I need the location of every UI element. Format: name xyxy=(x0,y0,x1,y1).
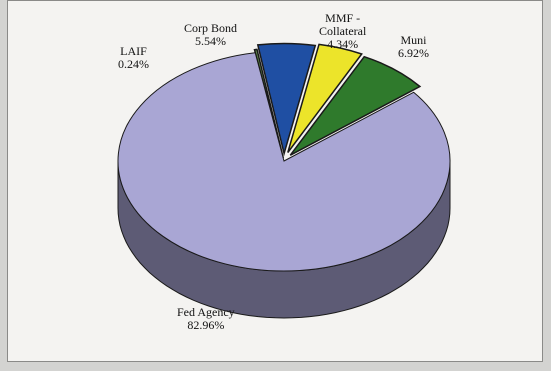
label-fed-agency-value: 82.96% xyxy=(187,318,225,332)
label-fed-agency: Fed Agency 82.96% xyxy=(177,306,235,332)
label-mmf-name-line1: MMF - xyxy=(325,11,361,25)
label-laif: LAIF 0.24% xyxy=(118,45,149,71)
label-corp-bond: Corp Bond 5.54% xyxy=(184,22,237,48)
label-muni-value: 6.92% xyxy=(398,46,429,60)
label-laif-name: LAIF xyxy=(120,44,147,58)
label-fed-agency-name: Fed Agency xyxy=(177,305,235,319)
label-muni: Muni 6.92% xyxy=(398,34,429,60)
slice-mmf-collateral xyxy=(287,43,363,153)
slice-fed-agency xyxy=(117,52,451,272)
label-mmf-name-line2: Collateral xyxy=(319,24,367,38)
label-mmf-value: 4.34% xyxy=(327,37,359,51)
label-mmf-collateral: MMF - Collateral 4.34% xyxy=(319,12,366,51)
label-muni-name: Muni xyxy=(400,33,427,47)
label-corp-bond-name: Corp Bond xyxy=(184,21,238,35)
slice-corp-bond xyxy=(256,42,317,157)
label-corp-bond-value: 5.54% xyxy=(195,34,226,48)
label-laif-value: 0.24% xyxy=(118,57,149,71)
pie-tops xyxy=(117,42,451,272)
slice-muni xyxy=(289,55,422,156)
